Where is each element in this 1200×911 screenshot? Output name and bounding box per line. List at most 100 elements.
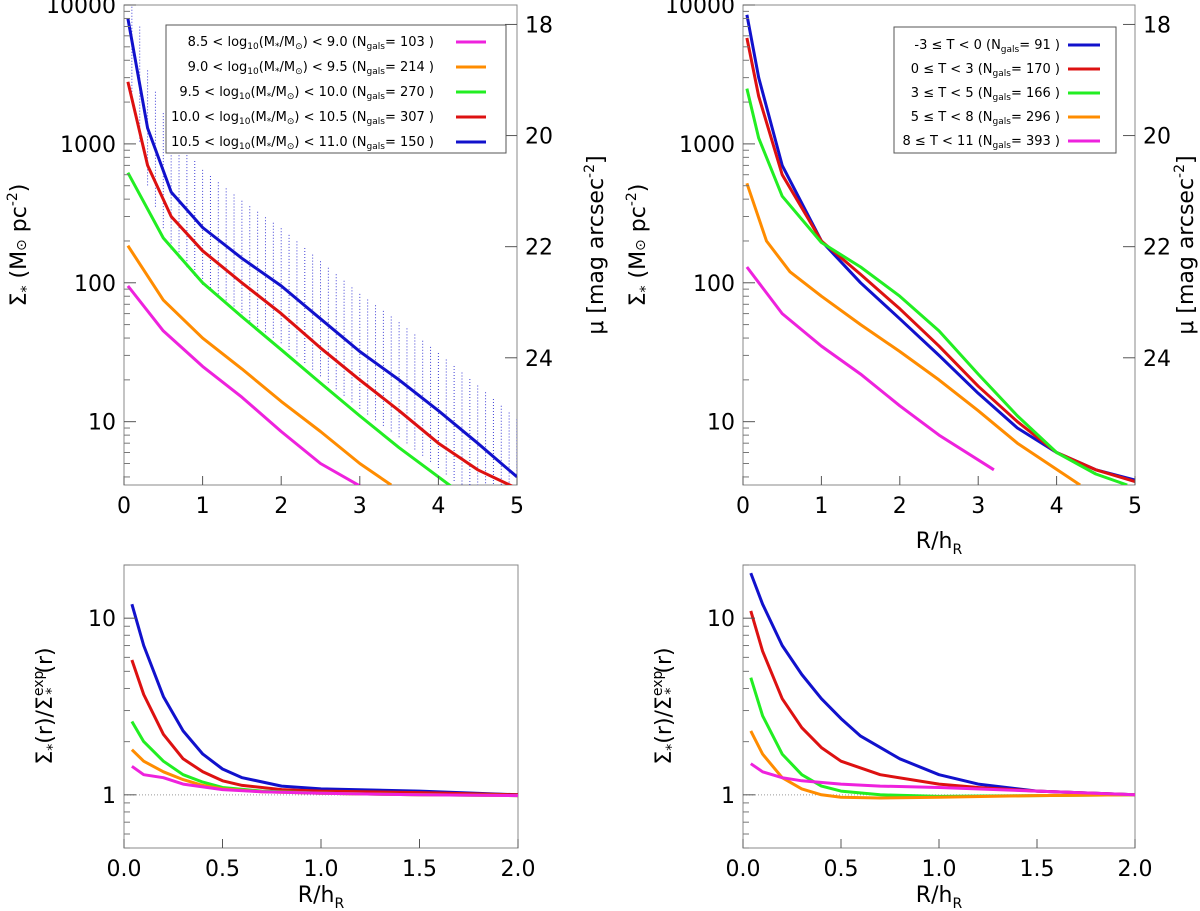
x-tick-label: 2 bbox=[893, 494, 907, 519]
series-line-blue bbox=[126, 18, 517, 479]
legend: 8.5 < log10(M*/M⊙) < 9.0 (Ngals= 103 ) 9… bbox=[171, 35, 486, 152]
panel-top-right: 0 1 2 3 4 5 10 100 1000 10000 18 20 22 24 Σ* (M⊙ pc-2… bbox=[624, 0, 1199, 558]
series-line-red bbox=[749, 610, 1135, 797]
right-tick-label: 20 bbox=[525, 125, 553, 150]
series-line-magenta bbox=[745, 266, 995, 472]
series-line-orange bbox=[745, 182, 1081, 485]
ticks: 0.0 0.5 1.0 1.5 2.0 1 10 bbox=[707, 564, 1153, 882]
series-line-red bbox=[126, 81, 514, 485]
x-axis-label: R/hR bbox=[298, 883, 345, 911]
y-tick-label: 100 bbox=[74, 272, 116, 297]
legend-label: 8 ≤ T < 11 (Ngals= 393 ) bbox=[903, 134, 1060, 151]
x-tick-label: 0.5 bbox=[205, 857, 240, 882]
legend-entry: 10.0 < log10(M*/M⊙) < 10.5 (Ngals= 307 ) bbox=[171, 110, 486, 127]
legend-entry: -3 ≤ T < 0 (Ngals= 91 ) bbox=[914, 38, 1100, 55]
y-tick-label: 1000 bbox=[60, 133, 116, 158]
legend: -3 ≤ T < 0 (Ngals= 91 ) 0 ≤ T < 3 (Ngals… bbox=[903, 38, 1100, 151]
x-tick-label: 4 bbox=[1050, 494, 1064, 519]
x-tick-label: 4 bbox=[431, 494, 445, 519]
ticks: 0 1 2 3 4 5 10 100 1000 10000 18 20 22 24 bbox=[46, 0, 553, 519]
curves bbox=[745, 14, 1135, 485]
x-tick-label: 0 bbox=[117, 494, 131, 519]
x-tick-label: 2.0 bbox=[1118, 857, 1153, 882]
right-tick-label: 22 bbox=[525, 236, 553, 261]
series-line-green bbox=[126, 171, 452, 485]
x-tick-label: 3 bbox=[971, 494, 985, 519]
series-line-red bbox=[130, 659, 518, 797]
plot-frame bbox=[123, 564, 519, 849]
x-tick-label: 5 bbox=[510, 494, 524, 519]
x-tick-label: 0 bbox=[736, 494, 750, 519]
right-tick-label: 20 bbox=[1143, 125, 1171, 150]
series-line-orange bbox=[749, 730, 1135, 800]
y-axis-label: Σ*(r)/Σexp*(r) bbox=[650, 647, 680, 764]
legend-label: 3 ≤ T < 5 (Ngals= 166 ) bbox=[911, 86, 1060, 103]
curves bbox=[124, 603, 518, 798]
right-axis-label: μ [mag arcsec-2] bbox=[1172, 155, 1199, 334]
y-axis-label: Σ*(r)/Σexp*(r) bbox=[31, 647, 61, 764]
right-tick-label: 22 bbox=[1143, 236, 1171, 261]
plot-frame bbox=[742, 564, 1136, 849]
right-tick-label: 24 bbox=[525, 347, 553, 372]
y-tick-label: 10000 bbox=[665, 0, 735, 19]
y-tick-label: 10 bbox=[707, 411, 735, 436]
ticks: 0.0 0.5 1.0 1.5 2.0 1 10 bbox=[88, 564, 536, 882]
y-axis-label: Σ* (M⊙ pc-2) bbox=[5, 184, 35, 307]
legend-entry: 5 ≤ T < 8 (Ngals= 296 ) bbox=[911, 110, 1100, 127]
x-tick-label: 0.0 bbox=[107, 857, 142, 882]
series-line-magenta bbox=[131, 765, 518, 798]
legend-entry: 10.5 < log10(M*/M⊙) < 11.0 (Ngals= 150 ) bbox=[171, 135, 486, 152]
legend-box bbox=[165, 24, 507, 154]
y-tick-label: 10 bbox=[88, 607, 116, 632]
x-axis-label: R/hR bbox=[916, 883, 963, 911]
x-tick-label: 1.5 bbox=[402, 857, 437, 882]
x-tick-label: 0.0 bbox=[726, 857, 761, 882]
x-tick-label: 2 bbox=[274, 494, 288, 519]
legend-label: 5 ≤ T < 8 (Ngals= 296 ) bbox=[911, 110, 1060, 127]
series-line-orange bbox=[126, 244, 393, 485]
y-tick-label: 100 bbox=[693, 272, 735, 297]
right-tick-label: 18 bbox=[525, 13, 553, 38]
series-line-magenta bbox=[749, 762, 1135, 797]
x-tick-label: 2.0 bbox=[501, 857, 536, 882]
panel-top-left: 0 1 2 3 4 5 10 100 1000 10000 18 20 22 24 Σ* (M⊙ pc-2… bbox=[5, 0, 609, 519]
curves bbox=[126, 5, 517, 485]
legend-entry: 8 ≤ T < 11 (Ngals= 393 ) bbox=[903, 134, 1100, 151]
legend-entry: 9.0 < log10(M*/M⊙) < 9.5 (Ngals= 214 ) bbox=[188, 60, 486, 77]
series-line-blue bbox=[130, 603, 518, 797]
legend-label: 8.5 < log10(M*/M⊙) < 9.0 (Ngals= 103 ) bbox=[188, 35, 434, 52]
panel-bottom-left: 0.0 0.5 1.0 1.5 2.0 1 10 Σ*(r)/Σexp*(r) R/hR bbox=[31, 564, 536, 911]
curves bbox=[743, 572, 1135, 800]
x-tick-label: 1 bbox=[814, 494, 828, 519]
y-tick-label: 1 bbox=[102, 784, 116, 809]
y-tick-label: 10 bbox=[88, 411, 116, 436]
x-tick-label: 3 bbox=[353, 494, 367, 519]
ticks: 0 1 2 3 4 5 10 100 1000 10000 18 20 22 24 bbox=[665, 0, 1171, 519]
series-line-green bbox=[749, 677, 1135, 798]
x-tick-label: 5 bbox=[1128, 494, 1142, 519]
y-tick-label: 1 bbox=[721, 784, 735, 809]
plot-frame bbox=[742, 4, 1136, 486]
legend-entry: 0 ≤ T < 3 (Ngals= 170 ) bbox=[911, 62, 1100, 79]
x-axis-label: R/hR bbox=[916, 529, 963, 558]
legend-entry: 9.5 < log10(M*/M⊙) < 10.0 (Ngals= 270 ) bbox=[179, 85, 486, 102]
legend-entry: 8.5 < log10(M*/M⊙) < 9.0 (Ngals= 103 ) bbox=[188, 35, 486, 52]
legend-label: 9.5 < log10(M*/M⊙) < 10.0 (Ngals= 270 ) bbox=[179, 85, 434, 102]
x-tick-label: 0.5 bbox=[824, 857, 859, 882]
legend-label: 0 ≤ T < 3 (Ngals= 170 ) bbox=[911, 62, 1060, 79]
y-tick-label: 10 bbox=[707, 607, 735, 632]
x-tick-label: 1 bbox=[196, 494, 210, 519]
y-tick-label: 1000 bbox=[679, 133, 735, 158]
series-line-magenta bbox=[126, 284, 362, 485]
right-tick-label: 18 bbox=[1143, 13, 1171, 38]
y-tick-label: 10000 bbox=[46, 0, 116, 19]
panel-bottom-right: 0.0 0.5 1.0 1.5 2.0 1 10 Σ*(r)/Σexp*(r) R/hR bbox=[650, 564, 1153, 911]
legend-box bbox=[893, 26, 1117, 154]
x-tick-label: 1.5 bbox=[1020, 857, 1055, 882]
x-tick-label: 1.0 bbox=[304, 857, 339, 882]
plot-frame bbox=[123, 4, 518, 486]
legend-label: -3 ≤ T < 0 (Ngals= 91 ) bbox=[914, 38, 1060, 55]
x-tick-label: 1.0 bbox=[922, 857, 957, 882]
legend-label: 10.0 < log10(M*/M⊙) < 10.5 (Ngals= 307 ) bbox=[171, 110, 434, 127]
